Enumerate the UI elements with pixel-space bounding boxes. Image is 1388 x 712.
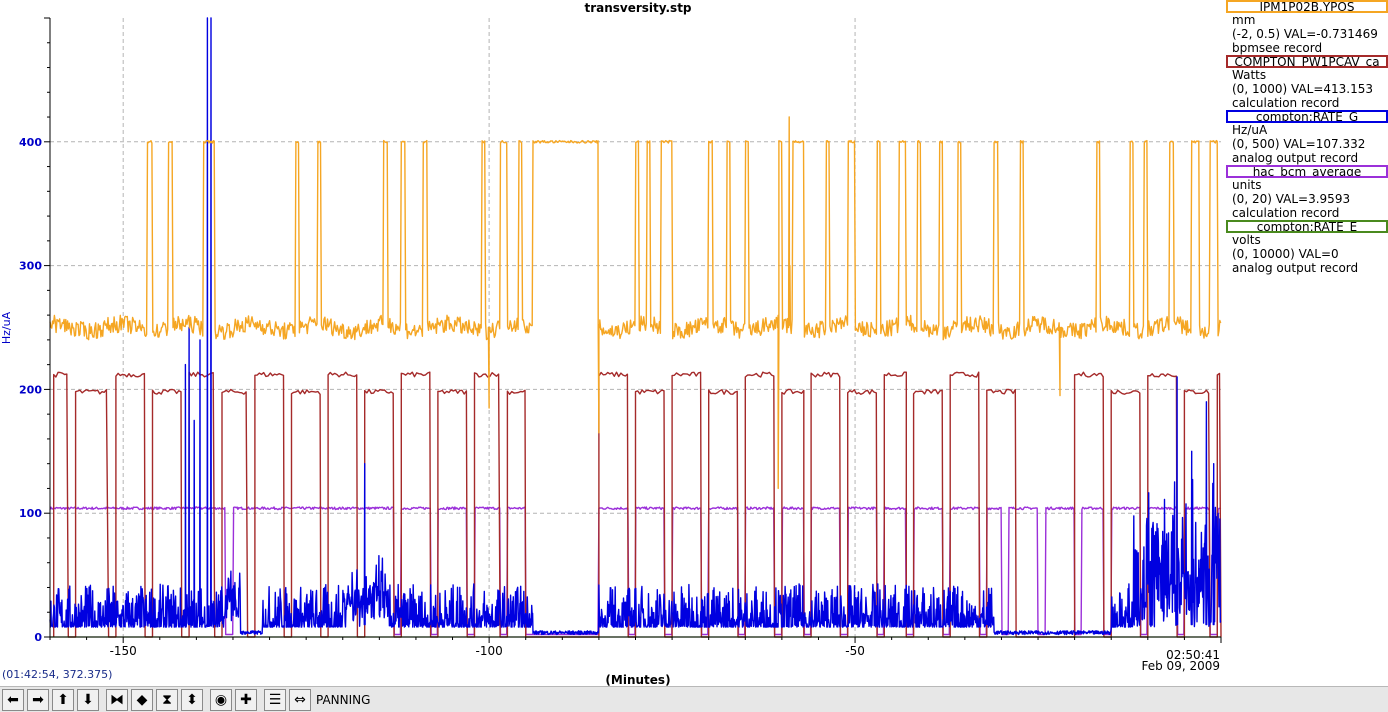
legend-entry-name[interactable]: IPM1P02B.YPOS [1226,0,1388,13]
cursor-coordinates: (01:42:54, 372.375) [2,668,113,681]
zoom-y-in-icon: ⧗ [162,691,172,708]
x-tick-label: -50 [845,644,865,658]
pan-left-button[interactable]: ⬅ [2,688,24,711]
y-axis-label: Hz/uA [0,311,13,344]
legend-entry-record: calculation record [1232,206,1340,220]
chart-title: transversity.stp [584,1,691,15]
pan-down-button[interactable]: ⬇ [77,688,99,711]
arrow-up-icon: ⬆ [57,691,69,708]
pan-up-button[interactable]: ⬆ [52,688,74,711]
arrow-down-icon: ⬇ [82,691,94,708]
zoom-x-in-icon: ⧓ [110,691,124,708]
legend-entry[interactable]: hac_bcm_average units (0, 20) VAL=3.9593 ca… [1226,165,1388,220]
arrow-left-icon: ⬅ [7,691,19,708]
y-tick-label: 300 [19,260,42,273]
zoom-y-out-icon: ⬍ [186,691,198,708]
axis-timestamp: 02:50:41 [1166,648,1220,662]
series-line-compton-rate-g [49,17,1222,636]
mode-label: PANNING [316,692,371,707]
legend-entry-range-val: (-2, 0.5) VAL=-0.731469 [1232,27,1378,41]
panning-button[interactable]: ⇔ [289,688,311,711]
legend-entry-units: Hz/uA [1232,123,1268,137]
plus-icon: ✚ [240,691,252,708]
legend-entry[interactable]: IPM1P02B.YPOS mm (-2, 0.5) VAL=-0.731469 bp… [1226,0,1388,55]
legend-entry-range-val: (0, 500) VAL=107.332 [1232,137,1366,151]
legend-entry-name[interactable]: compton:RATE_G [1226,110,1388,123]
x-axis-label: (Minutes) [605,673,670,686]
target-icon: ◉ [214,691,228,708]
pan-right-button[interactable]: ➡ [27,688,49,711]
zoom-x-out-button[interactable]: ◆ [131,688,153,711]
legend-entry-range-val: (0, 1000) VAL=413.153 [1232,82,1373,96]
zoom-y-out-button[interactable]: ⬍ [181,688,203,711]
zoom-x-in-button[interactable]: ⧓ [106,688,128,711]
legend: IPM1P02B.YPOS mm (-2, 0.5) VAL=-0.731469 bp… [1226,0,1388,275]
autoscale-button[interactable]: ☰ [264,688,286,711]
y-tick-label: 200 [19,383,42,396]
double-arrow-icon: ⇔ [294,691,306,708]
legend-entry-record: analog output record [1232,261,1359,275]
legend-entry-units: units [1232,178,1262,192]
legend-entry[interactable]: COMPTON_PW1PCAV_ca Watts (0, 1000) VAL=413… [1226,55,1388,110]
legend-entry-name[interactable]: hac_bcm_average [1226,165,1388,178]
arrow-right-icon: ➡ [32,691,44,708]
x-tick-label: -150 [110,644,137,658]
legend-entry-units: volts [1232,233,1261,247]
legend-entry-range-val: (0, 20) VAL=3.9593 [1232,192,1351,206]
chart[interactable]: transversity.stp 0 100 200 300 400 -150 -100 -5… [0,0,1226,686]
legend-entry-units: Watts [1232,68,1267,82]
zoom-x-out-icon: ◆ [136,691,148,708]
legend-entry-name[interactable]: COMPTON_PW1PCAV_ca [1226,55,1388,68]
x-tick-label: -100 [476,644,503,658]
series-line-compton-pw1pcav [53,371,1222,638]
legend-entry[interactable]: compton:RATE_G Hz/uA (0, 500) VAL=107.332 a… [1226,110,1388,165]
zoom-y-in-button[interactable]: ⧗ [156,688,178,711]
legend-entry-name[interactable]: compton:RATE_E [1226,220,1388,233]
legend-entry-record: analog output record [1232,151,1359,165]
autoscale-icon: ☰ [268,691,282,708]
legend-entry-units: mm [1232,13,1256,27]
series-line-ipm1p02b-ypos [49,116,1222,490]
legend-entry[interactable]: compton:RATE_E volts (0, 10000) VAL=0 analo… [1226,220,1388,275]
legend-entry-record: calculation record [1232,96,1340,110]
y-tick-label: 400 [19,136,42,149]
y-tick-label: 0 [34,631,42,644]
legend-entry-range-val: (0, 10000) VAL=0 [1232,247,1339,261]
zoom-add-button[interactable]: ✚ [235,688,257,711]
axis-date: Feb 09, 2009 [1142,659,1221,673]
toolbar: ⬅ ➡ ⬆ ⬇ ⧓ ◆ ⧗ ⬍ ◉ ✚ ☰ ⇔ PANNING [0,686,1388,712]
y-tick-label: 100 [19,507,42,520]
zoom-fit-button[interactable]: ◉ [210,688,232,711]
legend-entry-record: bpmsee record [1232,41,1323,55]
